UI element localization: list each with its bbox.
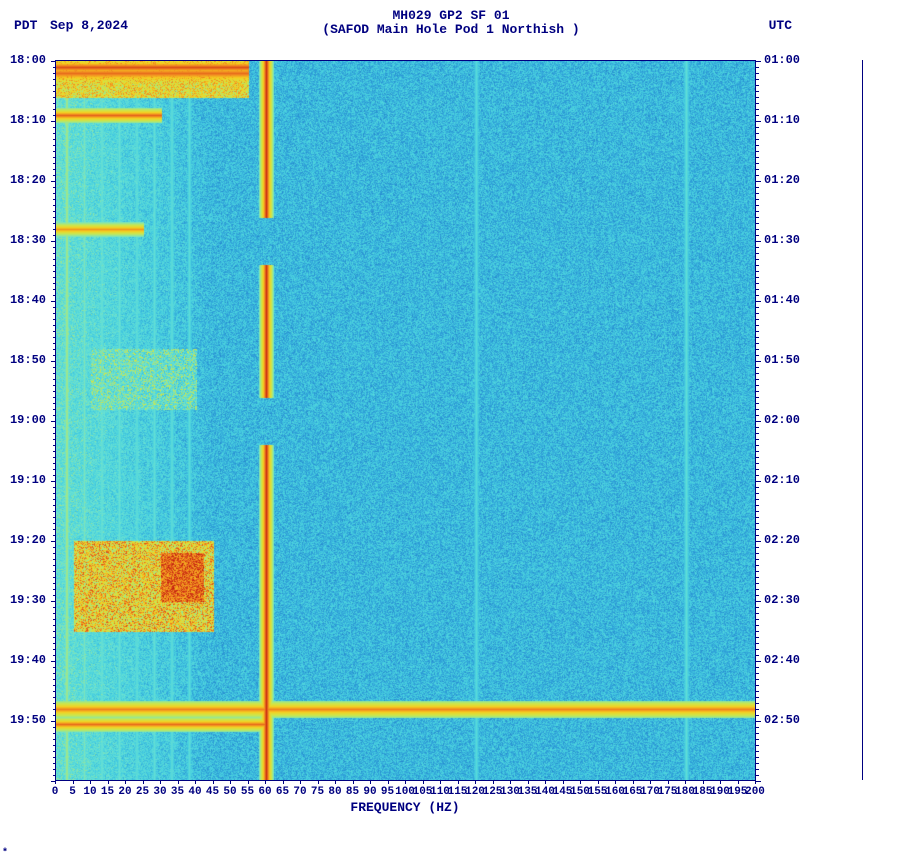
x-tick-label: 75 bbox=[311, 786, 324, 798]
y-left-tick-label: 19:30 bbox=[10, 593, 46, 607]
tz-right-label: UTC bbox=[769, 18, 792, 33]
y-left-tick-label: 19:00 bbox=[10, 413, 46, 427]
x-tick-label: 30 bbox=[153, 786, 166, 798]
right-margin-line bbox=[862, 60, 863, 780]
y-left-tick-label: 18:40 bbox=[10, 293, 46, 307]
y-left-tick-label: 19:40 bbox=[10, 653, 46, 667]
x-tick-label: 25 bbox=[136, 786, 149, 798]
y-left-tick-label: 18:20 bbox=[10, 173, 46, 187]
x-tick-label: 35 bbox=[171, 786, 184, 798]
x-tick-label: 0 bbox=[52, 786, 59, 798]
y-left-tick-label: 18:50 bbox=[10, 353, 46, 367]
y-right-tick-label: 02:50 bbox=[764, 713, 800, 727]
x-tick-label: 200 bbox=[745, 786, 765, 798]
y-right-tick-label: 02:30 bbox=[764, 593, 800, 607]
y-left-tick-label: 19:50 bbox=[10, 713, 46, 727]
y-right-tick-label: 01:40 bbox=[764, 293, 800, 307]
x-tick-label: 20 bbox=[118, 786, 131, 798]
y-right-tick-label: 01:30 bbox=[764, 233, 800, 247]
y-right-tick-label: 01:50 bbox=[764, 353, 800, 367]
x-tick-label: 5 bbox=[69, 786, 76, 798]
spectrogram-canvas bbox=[56, 61, 756, 781]
x-tick-label: 50 bbox=[223, 786, 236, 798]
footer-mark: * bbox=[2, 848, 8, 859]
x-tick-label: 95 bbox=[381, 786, 394, 798]
y-left-tick-label: 19:20 bbox=[10, 533, 46, 547]
x-tick-label: 55 bbox=[241, 786, 254, 798]
y-right-tick-label: 02:00 bbox=[764, 413, 800, 427]
x-tick-label: 45 bbox=[206, 786, 219, 798]
x-tick-label: 10 bbox=[83, 786, 96, 798]
y-right-tick-label: 01:20 bbox=[764, 173, 800, 187]
y-right-tick-label: 02:10 bbox=[764, 473, 800, 487]
y-left-tick-label: 19:10 bbox=[10, 473, 46, 487]
x-tick-label: 80 bbox=[328, 786, 341, 798]
y-left-tick-label: 18:10 bbox=[10, 113, 46, 127]
spectrogram-plot bbox=[55, 60, 756, 781]
x-tick-label: 40 bbox=[188, 786, 201, 798]
y-axis-left: 18:0018:1018:2018:3018:4018:5019:0019:10… bbox=[0, 60, 50, 780]
y-right-tick-label: 01:10 bbox=[764, 113, 800, 127]
x-tick-label: 90 bbox=[363, 786, 376, 798]
x-tick-label: 70 bbox=[293, 786, 306, 798]
x-tick-label: 15 bbox=[101, 786, 114, 798]
y-right-tick-label: 02:40 bbox=[764, 653, 800, 667]
x-tick-label: 60 bbox=[258, 786, 271, 798]
title-line2: (SAFOD Main Hole Pod 1 Northish ) bbox=[0, 22, 902, 37]
x-tick-label: 85 bbox=[346, 786, 359, 798]
title-line1: MH029 GP2 SF 01 bbox=[0, 8, 902, 23]
x-axis-label: FREQUENCY (HZ) bbox=[55, 800, 755, 815]
y-left-tick-label: 18:00 bbox=[10, 53, 46, 67]
x-tick-label: 65 bbox=[276, 786, 289, 798]
y-left-tick-label: 18:30 bbox=[10, 233, 46, 247]
y-axis-right: 01:0001:1001:2001:3001:4001:5002:0002:10… bbox=[760, 60, 810, 780]
y-right-tick-label: 01:00 bbox=[764, 53, 800, 67]
y-right-tick-label: 02:20 bbox=[764, 533, 800, 547]
